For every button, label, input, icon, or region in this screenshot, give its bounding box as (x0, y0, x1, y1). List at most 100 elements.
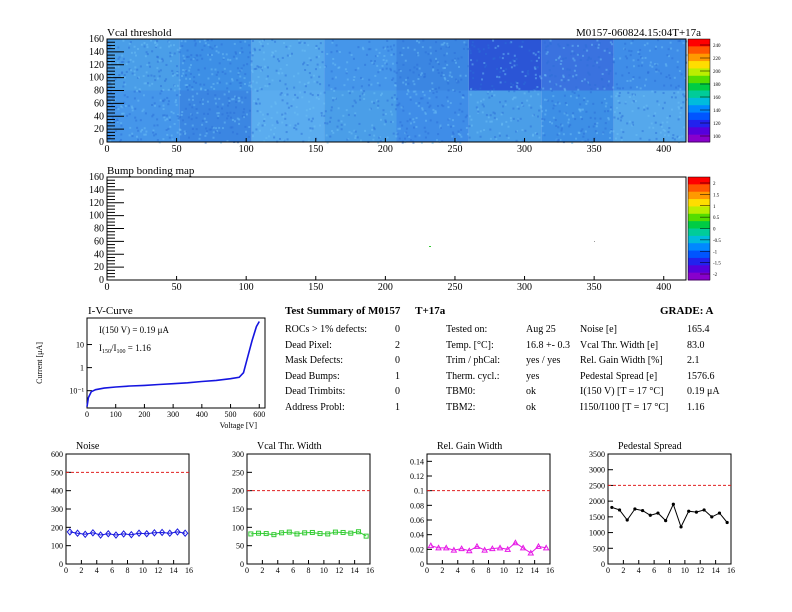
map-pixel (371, 61, 374, 64)
data-point (128, 530, 135, 539)
map-pixel (466, 48, 469, 51)
map-pixel (445, 52, 448, 55)
map-pixel (334, 87, 337, 90)
map-pixel (319, 92, 322, 95)
map-pixel (567, 118, 570, 121)
map-pixel (294, 124, 297, 127)
map-pixel (468, 136, 471, 139)
map-pixel (443, 41, 446, 44)
map-pixel (212, 126, 215, 129)
map-pixel (389, 45, 392, 48)
map-pixel (359, 98, 362, 101)
data-point (256, 530, 262, 536)
map-pixel (451, 59, 454, 62)
map-pixel (587, 57, 590, 60)
map-pixel (655, 68, 658, 71)
mini-y-tick-label: 150 (232, 505, 244, 514)
map-pixel (541, 110, 544, 113)
map-pixel (512, 117, 515, 120)
map-pixel (480, 100, 483, 103)
map-pixel (330, 51, 333, 54)
map-pixel (483, 129, 486, 132)
map-pixel (574, 77, 577, 80)
map-pixel (582, 108, 585, 111)
map-pixel (627, 71, 630, 74)
map-pixel (382, 46, 385, 49)
map-pixel (549, 87, 552, 90)
map-pixel (541, 125, 544, 128)
map-y-tick-label: 40 (94, 111, 104, 122)
map-pixel (258, 122, 261, 125)
map-pixel (345, 71, 348, 74)
map-pixel (311, 94, 314, 97)
map-pixel (416, 40, 419, 43)
map-pixel (264, 84, 267, 87)
map-pixel (229, 111, 232, 114)
map-pixel (586, 100, 589, 103)
data-point (694, 510, 699, 514)
map-pixel (482, 98, 485, 101)
map-pixel (382, 113, 385, 116)
map-pixel (370, 83, 373, 86)
map-pixel (628, 49, 631, 52)
map-pixel (632, 76, 635, 79)
map-pixel (378, 51, 381, 54)
map-pixel (165, 114, 168, 117)
map-pixel (408, 112, 411, 115)
data-point (348, 530, 354, 536)
map-pixel (294, 93, 297, 96)
color-scale-band (688, 184, 710, 193)
mini-chart: Pedestal Spread0500100015002000250030003… (589, 441, 735, 575)
map-pixel (480, 83, 483, 86)
map-pixel (133, 45, 136, 48)
map-pixel (660, 125, 663, 128)
map-pixel (490, 120, 493, 123)
map-pixel (196, 54, 199, 57)
map-pixel (154, 42, 157, 45)
summary-row-value: Aug 25 (526, 324, 556, 335)
map-pixel (256, 65, 259, 68)
map-pixel (412, 141, 415, 144)
map-pixel (316, 81, 319, 84)
map-pixel (121, 106, 124, 109)
map-pixel (295, 128, 298, 131)
map-pixel (529, 125, 532, 128)
map-pixel (311, 127, 314, 130)
mini-x-tick-label: 14 (170, 566, 178, 575)
color-scale-frame (687, 38, 711, 143)
map-pixel (386, 99, 389, 102)
map-pixel (685, 54, 688, 57)
map-pixel (169, 118, 172, 121)
data-point (302, 530, 308, 536)
map-pixel (679, 39, 682, 42)
map-pixel (459, 74, 462, 77)
map-pixel (607, 80, 610, 83)
map-pixel (131, 107, 134, 110)
map-pixel (237, 72, 240, 75)
map-pixel (670, 84, 673, 87)
map-pixel (252, 80, 255, 83)
map-pixel (176, 48, 179, 51)
map-pixel (548, 80, 551, 83)
map-pixel (396, 97, 399, 100)
map-pixel (415, 102, 418, 105)
map-pixel (216, 117, 219, 120)
map-pixel (117, 57, 120, 60)
map-pixel (576, 53, 579, 56)
map-pixel (571, 141, 574, 144)
map-pixel (453, 51, 456, 54)
map-roc-cell (251, 39, 325, 91)
map-pixel (191, 127, 194, 130)
map-pixel (683, 95, 686, 98)
map-pixel (132, 60, 135, 63)
map-pixel (487, 46, 490, 49)
map-pixel (632, 59, 635, 62)
map-pixel (323, 114, 326, 117)
map-pixel (619, 57, 622, 60)
map-pixel (454, 138, 457, 141)
mini-chart-frame (65, 453, 190, 565)
map-pixel (515, 85, 518, 88)
map-pixel (420, 72, 423, 75)
map-pixel (179, 133, 182, 136)
